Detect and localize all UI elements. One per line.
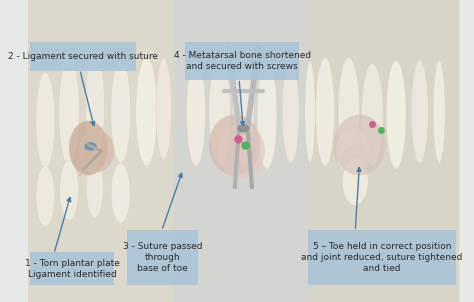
FancyBboxPatch shape	[30, 42, 136, 71]
Ellipse shape	[36, 166, 55, 226]
Ellipse shape	[316, 57, 335, 166]
Ellipse shape	[84, 142, 97, 151]
FancyBboxPatch shape	[173, 0, 313, 302]
Ellipse shape	[386, 60, 406, 169]
Text: 5 – Toe held in correct position
and joint reduced, suture tightened
and tied: 5 – Toe held in correct position and joi…	[301, 242, 463, 273]
FancyBboxPatch shape	[185, 42, 299, 80]
Ellipse shape	[411, 60, 428, 163]
Ellipse shape	[336, 127, 370, 175]
Ellipse shape	[36, 72, 55, 169]
Ellipse shape	[209, 115, 261, 175]
Ellipse shape	[111, 163, 130, 223]
Ellipse shape	[85, 51, 104, 160]
Ellipse shape	[111, 60, 131, 163]
FancyBboxPatch shape	[313, 0, 458, 302]
Ellipse shape	[334, 115, 385, 175]
Ellipse shape	[282, 60, 299, 163]
Ellipse shape	[342, 157, 368, 205]
Ellipse shape	[86, 157, 103, 217]
Text: 2 - Ligament secured with suture: 2 - Ligament secured with suture	[8, 52, 158, 61]
Ellipse shape	[342, 145, 368, 181]
Ellipse shape	[362, 63, 383, 166]
Text: 3 - Suture passed
through
base of toe: 3 - Suture passed through base of toe	[123, 242, 202, 273]
Ellipse shape	[233, 63, 254, 166]
Ellipse shape	[209, 57, 230, 166]
Ellipse shape	[218, 124, 265, 178]
Ellipse shape	[80, 130, 114, 172]
Ellipse shape	[187, 57, 205, 166]
Ellipse shape	[433, 60, 445, 163]
FancyBboxPatch shape	[127, 230, 198, 285]
Ellipse shape	[136, 57, 157, 166]
Text: 1 - Torn plantar plate
Ligament identified: 1 - Torn plantar plate Ligament identifi…	[25, 259, 120, 279]
Ellipse shape	[338, 57, 360, 166]
Ellipse shape	[59, 57, 79, 166]
Ellipse shape	[237, 124, 250, 133]
FancyBboxPatch shape	[308, 230, 456, 285]
Text: 4 - Metatarsal bone shortened
and secured with screws: 4 - Metatarsal bone shortened and secure…	[173, 51, 311, 71]
Ellipse shape	[305, 60, 315, 163]
Ellipse shape	[156, 57, 172, 160]
Ellipse shape	[257, 60, 277, 169]
FancyBboxPatch shape	[28, 0, 173, 302]
Ellipse shape	[69, 121, 108, 175]
FancyBboxPatch shape	[30, 252, 114, 285]
Ellipse shape	[60, 160, 79, 220]
